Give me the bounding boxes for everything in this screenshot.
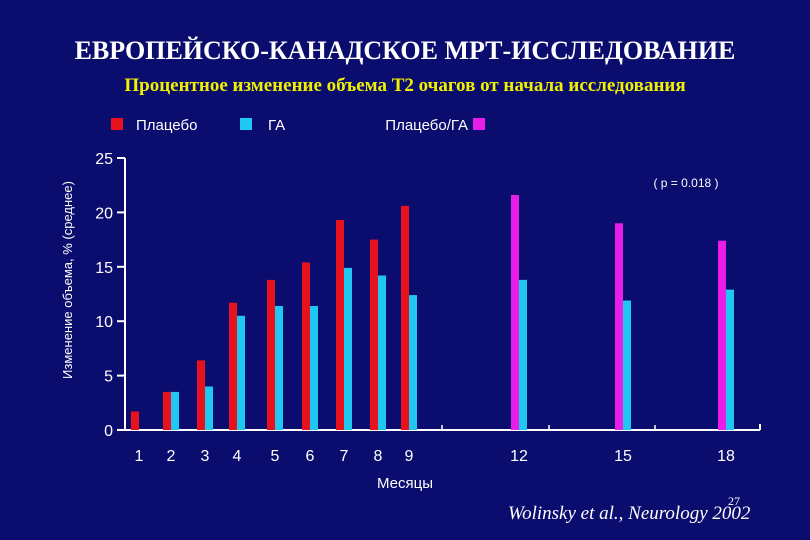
legend-swatch <box>240 118 252 130</box>
y-axis: 0 5 10 15 20 25 <box>95 151 126 440</box>
legend-label: Плацебо <box>136 117 197 134</box>
page-number: 27 <box>728 494 740 508</box>
x-axis: 1 2 3 4 5 6 7 8 9 12 15 18 <box>125 424 761 465</box>
bar-ГА <box>726 289 734 430</box>
bar-ГА <box>275 305 283 430</box>
page-subtitle: Процентное изменение объема Т2 очагов от… <box>124 75 686 96</box>
p-value-annotation: ( p = 0.018 ) <box>653 176 718 190</box>
bar-ГА <box>344 267 352 430</box>
y-tick-label: 10 <box>95 314 113 331</box>
legend-label: ГА <box>268 117 285 134</box>
chart-legend: Плацебо ГА Плацебо/ГА <box>111 117 485 134</box>
page-title: ЕВРОПЕЙСКО-КАНАДСКОЕ МРТ-ИССЛЕДОВАНИЕ <box>74 36 736 65</box>
x-tick-label: 6 <box>306 448 315 465</box>
bar-ГА <box>237 315 245 430</box>
citation: Wolinsky et al., Neurology 2002 <box>508 503 751 524</box>
x-tick-label: 18 <box>717 448 735 465</box>
bar-ГА <box>623 300 631 430</box>
x-tick-label: 5 <box>271 448 280 465</box>
bar-Плацебо <box>229 302 237 430</box>
bar-ГА <box>519 279 527 430</box>
chart-bars <box>131 194 734 430</box>
y-tick-label: 15 <box>95 260 113 277</box>
bar-Плацебо/ГА <box>511 194 519 430</box>
x-tick-label: 4 <box>233 448 242 465</box>
legend-label: Плацебо/ГА <box>385 117 468 134</box>
y-tick-label: 20 <box>95 205 113 222</box>
x-tick-label: 9 <box>405 448 414 465</box>
bar-ГА <box>171 391 179 430</box>
bar-Плацебо/ГА <box>718 240 726 430</box>
x-tick-label: 3 <box>201 448 210 465</box>
x-tick-label: 7 <box>340 448 349 465</box>
bar-Плацебо/ГА <box>615 223 623 430</box>
bar-Плацебо <box>370 239 378 430</box>
bar-Плацебо <box>131 411 139 430</box>
bar-Плацебо <box>336 220 344 430</box>
bar-Плацебо <box>163 391 171 430</box>
y-tick-label: 5 <box>104 369 113 386</box>
bar-ГА <box>205 386 213 430</box>
x-tick-label: 15 <box>614 448 632 465</box>
bar-ГА <box>378 275 386 430</box>
bar-Плацебо <box>302 262 310 430</box>
bar-Плацебо <box>401 205 409 430</box>
x-tick-label: 8 <box>374 448 383 465</box>
bar-ГА <box>310 305 318 430</box>
legend-swatch <box>473 118 485 130</box>
y-tick-label: 0 <box>104 423 113 440</box>
y-tick-label: 25 <box>95 151 113 168</box>
y-axis-label: Изменение объема, % (среднее) <box>60 181 75 379</box>
x-tick-label: 2 <box>167 448 176 465</box>
bar-ГА <box>409 295 417 430</box>
x-tick-label: 1 <box>135 448 144 465</box>
legend-swatch <box>111 118 123 130</box>
x-axis-label: Месяцы <box>377 475 433 492</box>
bar-Плацебо <box>267 279 275 430</box>
x-tick-label: 12 <box>510 448 528 465</box>
bar-Плацебо <box>197 360 205 430</box>
